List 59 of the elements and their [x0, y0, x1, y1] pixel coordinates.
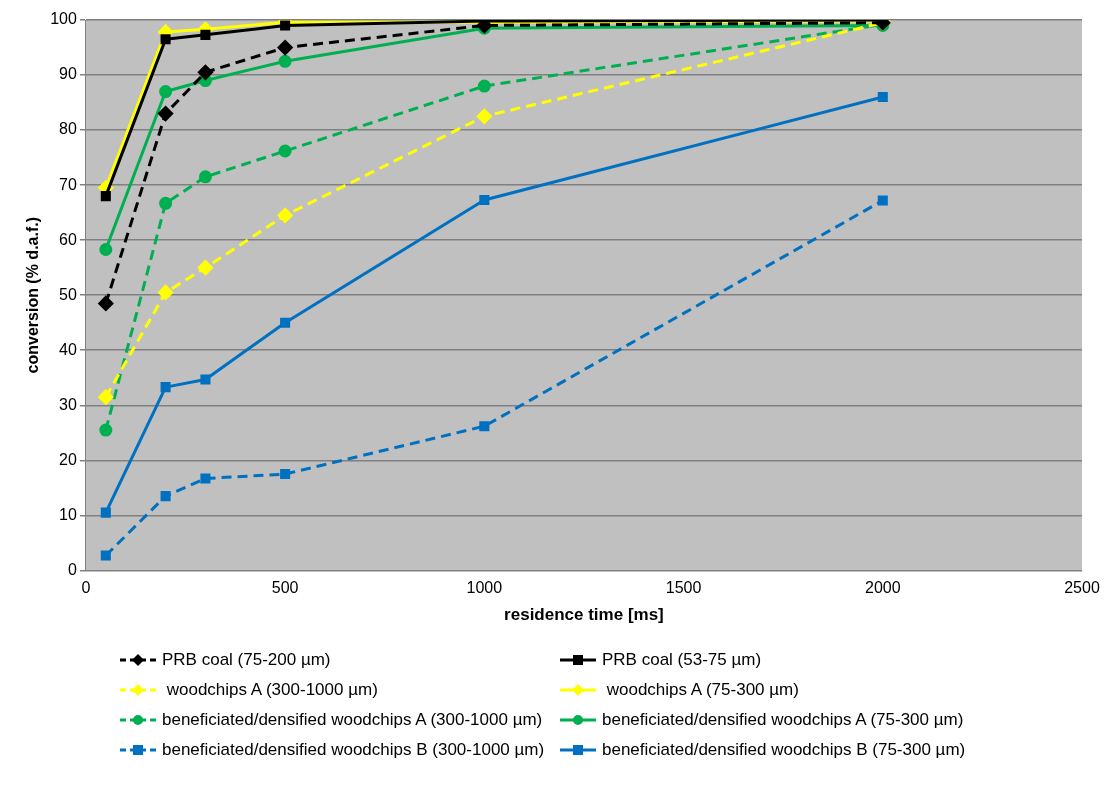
point — [277, 207, 293, 223]
legend-label: woodchips A (300-1000 µm) — [165, 680, 378, 700]
legend-label: beneficiated/densified woodchips B (75-300 µm) — [602, 740, 966, 760]
x-tick-label: 1000 — [466, 579, 503, 597]
point — [160, 382, 171, 393]
point — [200, 473, 211, 484]
legend-label: beneficiated/densified woodchips B (300-1000 µm) — [162, 740, 545, 760]
point — [278, 144, 292, 158]
y-tick-label: 0 — [67, 560, 77, 578]
point — [98, 295, 114, 311]
point — [99, 243, 113, 257]
point — [159, 196, 173, 210]
y-tick-label: 10 — [59, 505, 77, 523]
y-axis-title: conversion (% d.a.f.) — [24, 216, 42, 374]
point — [477, 79, 491, 93]
x-tick-label: 2500 — [1064, 579, 1100, 597]
x-tick-label: 0 — [81, 579, 91, 597]
point — [280, 469, 291, 480]
point — [479, 421, 490, 432]
y-tick-label: 40 — [59, 340, 77, 358]
point — [200, 29, 211, 40]
legend-label: PRB coal (53-75 µm) — [602, 650, 762, 670]
point — [278, 54, 292, 68]
point — [159, 85, 173, 99]
x-axis-title: residence time [ms] — [504, 605, 664, 625]
y-tick-label: 50 — [59, 285, 77, 303]
point — [197, 64, 213, 80]
point — [158, 106, 174, 122]
point — [197, 260, 213, 276]
point — [100, 550, 111, 561]
point — [100, 507, 111, 518]
point — [160, 491, 171, 502]
legend-label: PRB coal (75-200 µm) — [162, 650, 331, 670]
point — [200, 374, 211, 385]
point — [160, 34, 171, 45]
point — [98, 389, 114, 405]
legend-label: woodchips A (75-300 µm) — [605, 680, 799, 700]
x-tick-label: 500 — [271, 579, 299, 597]
y-tick-label: 20 — [59, 450, 77, 468]
point — [280, 317, 291, 328]
point — [158, 284, 174, 300]
point — [877, 195, 888, 206]
y-tick-label: 80 — [59, 120, 77, 138]
point — [99, 423, 113, 437]
point — [476, 108, 492, 124]
y-tick-label: 70 — [59, 175, 77, 193]
x-tick-label: 2000 — [864, 579, 901, 597]
y-tick-label: 60 — [59, 230, 77, 248]
point — [479, 194, 490, 206]
y-tick-label: 30 — [59, 395, 77, 413]
y-tick-label: 90 — [59, 65, 77, 83]
legend-label: beneficiated/densified woodchips A (300-1000 µm) — [162, 710, 543, 730]
legend-label: beneficiated/densified woodchips A (75-300 µm) — [602, 710, 964, 730]
point — [100, 191, 111, 202]
x-tick-label: 1500 — [665, 579, 702, 597]
point — [277, 40, 293, 56]
y-tick-label: 100 — [50, 10, 77, 28]
point — [198, 170, 212, 184]
point — [877, 92, 888, 103]
